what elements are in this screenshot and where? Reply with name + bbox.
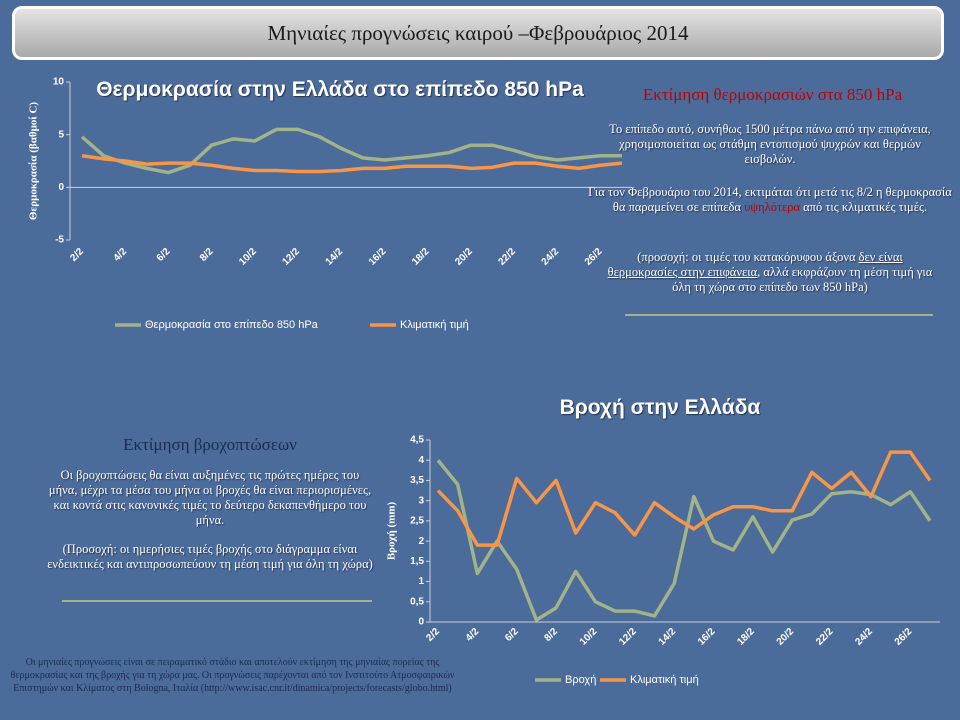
- y-tick-label: 3,5: [410, 475, 424, 486]
- y-axis-label: Θερμοκρασία (βαθμοί C): [28, 102, 40, 220]
- y-axis-label: Βροχή (mm): [386, 502, 398, 561]
- legend-label: Βροχή: [565, 674, 596, 686]
- x-tick-label: 2/2: [68, 246, 86, 264]
- x-tick-label: 20/2: [775, 626, 797, 648]
- note: (προσοχή: οι τιμές του κατακόρυφου άξονα…: [605, 250, 935, 295]
- x-tick-label: 16/2: [367, 246, 389, 268]
- y-tick-label: 0: [418, 617, 424, 628]
- x-tick-label: 22/2: [496, 246, 518, 268]
- x-tick-label: 14/2: [657, 626, 679, 648]
- line-series: [81, 154, 623, 174]
- y-tick-label: 5: [58, 129, 64, 140]
- x-tick-label: 14/2: [324, 246, 346, 268]
- x-tick-label: 18/2: [735, 626, 757, 648]
- heading: Εκτίμηση θερμοκρασιών στα 850 hPa: [642, 85, 903, 104]
- x-tick-label: 4/2: [464, 626, 482, 644]
- y-tick-label: 3: [418, 495, 424, 506]
- line-series: [436, 459, 932, 622]
- y-tick-label: 0,5: [410, 596, 424, 607]
- paragraph: Για τον Φεβρουάριο του 2014, εκτιμάται ό…: [585, 185, 955, 215]
- text: (προσοχή: οι τιμές του κατακόρυφου άξονα: [637, 250, 859, 264]
- legend-label: Θερμοκρασία στο επίπεδο 850 hPa: [145, 319, 319, 331]
- x-tick-label: 16/2: [696, 626, 718, 648]
- x-tick-label: 6/2: [155, 246, 173, 264]
- y-tick-label: -5: [55, 235, 64, 246]
- heading: Εκτίμηση βροχοπτώσεων: [123, 435, 297, 454]
- y-tick-label: 1,5: [410, 556, 424, 567]
- x-tick-label: 18/2: [410, 246, 432, 268]
- legend-label: Κλιματική τιμή: [400, 319, 469, 331]
- text: από τις κλιματικές τιμές.: [800, 200, 928, 214]
- x-tick-label: 26/2: [583, 246, 605, 268]
- text: Για τον Φεβρουάριο του 2014, εκτιμάται ό…: [588, 185, 952, 214]
- x-tick-label: 12/2: [280, 246, 302, 268]
- header-title: Μηνιαίες προγνώσεις καιρού –Φεβρουάριος …: [12, 6, 944, 60]
- y-tick-label: 4,5: [410, 435, 424, 446]
- x-tick-label: 26/2: [893, 626, 915, 648]
- y-tick-label: 0: [58, 182, 64, 193]
- x-tick-label: 2/2: [424, 626, 442, 644]
- x-tick-label: 24/2: [540, 246, 562, 268]
- footer: Οι μηνιαίες προγνώσεις είναι σε πειραματ…: [10, 657, 455, 694]
- note: (Προσοχή: οι ημερήσιες τιμές βροχής στο …: [47, 542, 373, 571]
- chart-title: Βροχή στην Ελλάδα: [559, 396, 761, 419]
- x-tick-label: 24/2: [853, 626, 875, 648]
- x-tick-label: 8/2: [198, 246, 216, 264]
- y-tick-label: 10: [53, 77, 65, 88]
- x-tick-label: 10/2: [578, 626, 600, 648]
- line-series: [436, 450, 932, 547]
- x-tick-label: 20/2: [453, 246, 475, 268]
- y-tick-label: 2,5: [410, 516, 424, 527]
- legend-label: Κλιματική τιμή: [630, 674, 699, 686]
- divider: [62, 600, 372, 602]
- highlight: υψηλότερα: [744, 200, 800, 214]
- underlined: δεν είναι θερμοκρασίες στην επιφάνεια: [607, 250, 903, 279]
- chart-title: Θερμοκρασία στην Ελλάδα στο επίπεδο 850 …: [96, 78, 584, 101]
- text: , αλλά εκφράζουν τη μέση τιμή για όλη τη…: [672, 265, 933, 294]
- paragraph: Το επίπεδο αυτό, συνήθως 1500 μέτρα πάνω…: [609, 122, 931, 166]
- paragraph: Οι βροχοπτώσεις θα είναι αυξημένες τις π…: [48, 468, 372, 527]
- x-tick-label: 6/2: [503, 626, 521, 644]
- x-tick-label: 8/2: [542, 626, 560, 644]
- y-tick-label: 4: [418, 455, 424, 466]
- y-tick-label: 2: [418, 536, 424, 547]
- x-tick-label: 12/2: [617, 626, 639, 648]
- divider: [625, 314, 933, 316]
- x-tick-label: 4/2: [112, 246, 130, 264]
- x-tick-label: 22/2: [814, 626, 836, 648]
- y-tick-label: 1: [418, 576, 424, 587]
- x-tick-label: 10/2: [237, 246, 259, 268]
- line-series: [80, 127, 622, 175]
